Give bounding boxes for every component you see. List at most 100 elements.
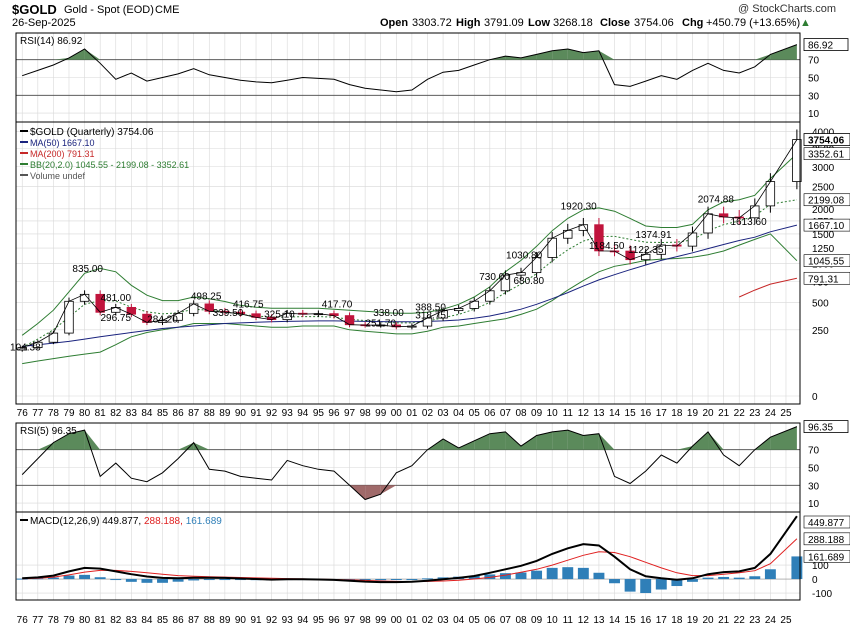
price-annotation: 498.25: [191, 292, 222, 303]
x-tick-label: 77: [32, 615, 44, 626]
x-tick-label: 78: [48, 408, 60, 419]
legend-label: MA(200) 791.31: [30, 149, 95, 159]
x-tick-label: 86: [173, 408, 185, 419]
macd-line: [22, 515, 798, 584]
x-tick-label: 16: [640, 408, 652, 419]
rsi14-panel: 70 50 30 10 RSI(14) 86.92 86.92: [15, 32, 849, 123]
close-value-box: [803, 133, 850, 146]
ma50-line: [22, 224, 798, 347]
candle-body: [765, 181, 776, 207]
legend-label: MA(50) 1667.10: [30, 138, 95, 148]
chg-value: +450.79 (+13.65%): [706, 17, 800, 29]
x-tick-label: 77: [32, 408, 44, 419]
macd-value-label: 449.877: [808, 518, 845, 529]
rsi-overbought-fill: [53, 433, 69, 450]
macd-histogram-bar: [468, 575, 480, 580]
x-tick-label: 96: [328, 408, 340, 419]
x-tick-label: 07: [500, 408, 512, 419]
symbol-title: $GOLD: [12, 2, 57, 17]
price-annotation: 481.00: [100, 293, 131, 304]
x-tick-label: 83: [126, 615, 138, 626]
x-tick-label: 22: [734, 408, 746, 419]
macd-histogram-bar: [655, 579, 667, 590]
rsi-overbought-fill: [505, 431, 522, 450]
x-tick-label: 88: [204, 408, 216, 419]
x-tick-label: 90: [235, 615, 247, 626]
panel-title: RSI(5) 96.35: [20, 426, 77, 437]
y-tick-label: 10: [808, 499, 820, 510]
price-annotation: 1184.50: [589, 241, 625, 252]
macd-histogram-bar: [749, 576, 761, 580]
rsi-overbought-fill: [754, 54, 771, 60]
x-tick-label: 02: [422, 408, 434, 419]
x-tick-label: 15: [625, 615, 637, 626]
x-tick-label: 23: [749, 615, 761, 626]
x-axis-middle: 76 77 78 79 80 81 82 83 84 85 86 87 88 89 90 91 92 93 94 95…: [17, 408, 792, 419]
macd-histogram-bar: [499, 573, 511, 580]
x-tick-label: 92: [266, 615, 278, 626]
macd-value-label: 161.689: [808, 552, 845, 563]
x-tick-label: 07: [500, 615, 512, 626]
price-annotation: 318.75: [415, 310, 446, 321]
rsi-overbought-fill: [178, 442, 194, 450]
date-label: 26-Sep-2025: [12, 17, 76, 29]
y-tick-label: 10: [808, 109, 820, 120]
y-tick-label: 50: [808, 74, 820, 85]
x-tick-label: 09: [531, 615, 543, 626]
price-annotation: 2074.88: [698, 194, 735, 205]
price-annotation: 296.75: [100, 313, 131, 324]
x-tick-label: 01: [406, 615, 418, 626]
legend-label: Volume undef: [30, 171, 86, 181]
x-tick-label: 97: [344, 408, 356, 419]
x-tick-label: 85: [157, 615, 169, 626]
x-tick-label: 12: [578, 408, 590, 419]
macd-panel: 100 0 -100 MACD(12,26,9) 449.877, 288.188, …: [15, 511, 850, 601]
macd-value-box: [803, 515, 850, 529]
macd-histogram-bar: [219, 579, 231, 581]
macd-histogram-bar: [422, 578, 433, 580]
rsi-overbought-fill: [37, 442, 54, 450]
macd-histogram-bar: [531, 570, 543, 580]
x-tick-label: 11: [563, 408, 574, 419]
open-label: Open: [380, 17, 408, 29]
last-value-box: [803, 38, 849, 51]
x-tick-label: 24: [765, 408, 777, 419]
x-tick-label: 12: [578, 615, 590, 626]
ohlc-readout: Open 3303.72 High 3791.09 Low 3268.18 Cl…: [380, 17, 811, 29]
x-tick-label: 87: [188, 615, 200, 626]
legend-swatch: [20, 130, 28, 132]
x-tick-label: 81: [95, 408, 107, 419]
rsi-overbought-fill: [536, 431, 553, 450]
rsi-overbought-fill: [536, 50, 553, 60]
macd-histogram-bar: [125, 579, 137, 582]
rsi-overbought-fill: [489, 431, 506, 450]
x-tick-label: 89: [219, 408, 231, 419]
x-tick-label: 21: [718, 408, 730, 419]
indicator-value-label: 791.31: [808, 274, 839, 285]
price-annotation: 416.75: [233, 300, 264, 311]
bb-lower-line: [22, 233, 798, 365]
macd-histogram-bar: [484, 574, 496, 580]
x-tick-label: 19: [687, 408, 699, 419]
macd-histogram-bar: [203, 579, 215, 581]
x-tick-label: 79: [63, 408, 75, 419]
indicator-value-box: [803, 193, 850, 207]
x-tick-label: 79: [63, 615, 75, 626]
macd-histogram-bar: [515, 572, 527, 580]
x-tick-label: 17: [656, 408, 668, 419]
close-value: 3754.06: [634, 17, 674, 29]
price-annotation: 251.70: [365, 319, 396, 330]
x-tick-label: 17: [656, 615, 668, 626]
x-tick-label: 96: [328, 615, 340, 626]
indicator-value-label: 1667.10: [808, 221, 845, 232]
x-tick-label: 93: [282, 408, 294, 419]
rsi5-panel: 70 50 30 10 RSI(5) 96.35 96.35: [15, 420, 849, 513]
x-tick-label: 25: [780, 408, 792, 419]
indicator-value-box: [803, 147, 850, 160]
high-label: High: [456, 17, 481, 29]
low-value: 3268.18: [553, 17, 593, 29]
macd-histogram-bar: [733, 577, 745, 580]
rsi-overbought-fill: [68, 430, 85, 450]
macd-title-part: 288.188,: [144, 516, 186, 527]
